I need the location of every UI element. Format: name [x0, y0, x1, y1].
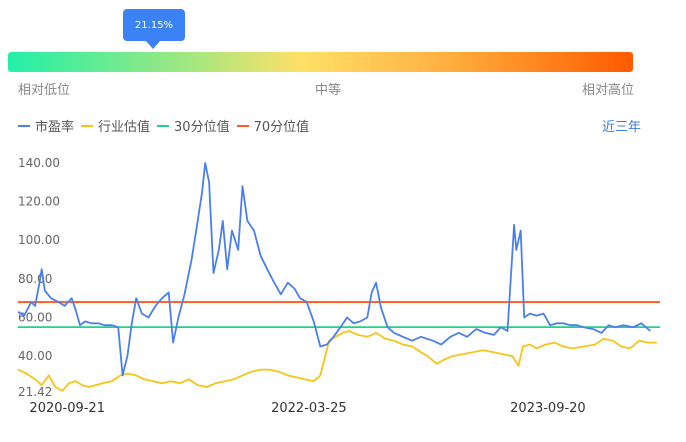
gauge-high-label: 相对高位	[582, 83, 635, 98]
legend-swatch-p70	[236, 124, 249, 127]
gauge-mid-label: 中等	[315, 83, 342, 98]
y-tick-label: 21.42	[18, 385, 52, 399]
legend-item-p70[interactable]: 70分位值	[236, 116, 310, 135]
x-tick-label: 2023-09-20	[510, 401, 586, 416]
percentile-tooltip: 21.15%	[123, 9, 185, 41]
valuation-gauge-bar	[8, 52, 633, 72]
legend-swatch-pe	[18, 124, 30, 127]
legend-item-industry[interactable]: 行业估值	[81, 116, 150, 135]
legend-label-pe: 市盈率	[35, 120, 75, 135]
legend-item-pe[interactable]: 市盈率	[18, 116, 74, 135]
x-tick-label: 2022-03-25	[271, 401, 347, 416]
y-tick-label: 80.00	[18, 272, 52, 286]
x-tick-label: 2020-09-21	[29, 401, 105, 416]
industry-valuation-line	[17, 330, 657, 392]
y-tick-label: 120.00	[18, 195, 60, 209]
gauge-low-label: 相对低位	[18, 83, 71, 98]
y-tick-label: 60.00	[18, 310, 52, 324]
chart-legend: 市盈率 行业估值 30分位值 70分位值	[18, 116, 316, 135]
y-tick-label: 100.00	[18, 233, 60, 247]
pe-ratio-line	[17, 162, 651, 377]
legend-swatch-industry	[81, 124, 94, 127]
legend-label-p30: 30分位值	[174, 120, 230, 135]
legend-item-p30[interactable]: 30分位值	[157, 116, 230, 135]
y-tick-label: 140.00	[18, 156, 60, 170]
percentile-value: 21.15%	[134, 19, 174, 31]
period-selector[interactable]: 近三年	[601, 120, 641, 135]
legend-label-p70: 70分位值	[253, 120, 310, 135]
y-tick-label: 40.00	[18, 349, 52, 363]
tooltip-arrow	[146, 41, 160, 49]
legend-label-industry: 行业估值	[98, 120, 151, 135]
legend-swatch-p30	[157, 124, 170, 127]
